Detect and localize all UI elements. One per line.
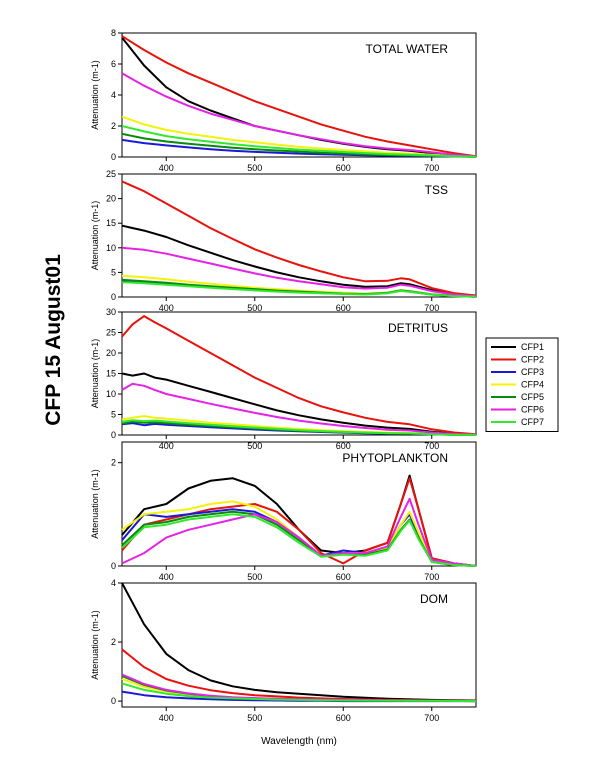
x-tick-label: 500 (247, 303, 262, 313)
x-axis-label: Wavelength (nm) (261, 736, 337, 747)
series-line-cfp2 (121, 315, 477, 436)
series-line-cfp6 (121, 382, 477, 436)
x-tick-label: 600 (336, 163, 351, 173)
series-line-cfp6 (121, 497, 477, 567)
series-line-cfp7 (121, 419, 477, 436)
y-tick-label: 0 (111, 696, 116, 706)
y-tick-label: 5 (111, 267, 116, 277)
legend: CFP1 CFP2 CFP3 CFP4 CFP5 CFP6 CFP7 (485, 337, 559, 432)
x-tick-label: 500 (247, 441, 262, 451)
x-tick-label: 500 (247, 713, 262, 723)
legend-label-cfp5: CFP5 (521, 392, 544, 402)
x-tick-label: 700 (424, 572, 439, 582)
x-tick-label: 700 (424, 441, 439, 451)
y-tick-label: 30 (106, 307, 116, 317)
legend-label-cfp4: CFP4 (521, 380, 544, 390)
legend-label-cfp1: CFP1 (521, 342, 544, 352)
x-tick-label: 600 (336, 713, 351, 723)
y-axis-label: Attenuation (m-1) (90, 201, 100, 271)
x-tick-label: 600 (336, 441, 351, 451)
y-axis-label: Attenuation (m-1) (90, 60, 100, 130)
y-tick-label: 0 (111, 292, 116, 302)
y-tick-label: 6 (111, 59, 116, 69)
y-tick-label: 0 (111, 152, 116, 162)
figure-title: CFP 15 August01 (42, 254, 65, 426)
series-line-cfp7 (121, 513, 477, 567)
series-line-cfp7 (121, 125, 477, 158)
panel-title: TSS (425, 183, 448, 197)
plot-frame (121, 441, 477, 567)
y-tick-label: 4 (111, 90, 116, 100)
panel-dom: 0 2 4 400 500 600 700 DOM Attenuation (m-1) (90, 578, 477, 723)
x-tick-label: 700 (424, 713, 439, 723)
y-tick-label: 20 (106, 194, 116, 204)
series-line-cfp6 (121, 246, 477, 298)
series-line-cfp7 (121, 281, 477, 298)
panel-detritus: 0 5 10 15 20 25 30 400 500 600 700 DETRITUS Attenuat… (90, 307, 477, 451)
series-line-cfp7 (121, 682, 477, 703)
legend-label-cfp2: CFP2 (521, 355, 544, 365)
legend-label-cfp3: CFP3 (521, 367, 544, 377)
series-line-cfp1 (121, 372, 477, 436)
series-line-cfp1 (121, 582, 477, 702)
y-tick-label: 2 (111, 121, 116, 131)
plot-frame (121, 582, 477, 708)
y-tick-label: 25 (106, 328, 116, 338)
x-tick-label: 600 (336, 303, 351, 313)
series-line-cfp6 (121, 72, 477, 158)
panel-title: DETRITUS (388, 321, 448, 335)
series-line-cfp2 (121, 180, 477, 297)
y-tick-label: 20 (106, 348, 116, 358)
y-tick-label: 4 (111, 578, 116, 588)
y-tick-label: 10 (106, 389, 116, 399)
x-tick-label: 700 (424, 163, 439, 173)
y-tick-label: 2 (111, 458, 116, 468)
x-tick-label: 400 (159, 303, 174, 313)
y-tick-label: 8 (111, 28, 116, 38)
x-tick-label: 600 (336, 572, 351, 582)
panel-total-water: 0 2 4 6 8 400 500 600 700 TOTAL WATER Attenuation … (90, 28, 477, 173)
x-tick-label: 400 (159, 713, 174, 723)
y-tick-label: 5 (111, 410, 116, 420)
y-axis-label: Attenuation (m-1) (90, 469, 100, 539)
y-tick-label: 25 (106, 169, 116, 179)
x-tick-label: 400 (159, 441, 174, 451)
y-axis-label: Attenuation (m-1) (90, 339, 100, 409)
series-line-cfp1 (121, 224, 477, 297)
y-tick-label: 0 (111, 430, 116, 440)
y-tick-label: 15 (106, 218, 116, 228)
legend-label-cfp7: CFP7 (521, 417, 544, 427)
y-axis-label: Attenuation (m-1) (90, 610, 100, 680)
series-line-cfp2 (121, 35, 477, 158)
panel-tss: 0 5 10 15 20 25 400 500 600 700 TSS Attenuation (m-… (90, 169, 477, 313)
legend-label-cfp6: CFP6 (521, 405, 544, 415)
y-tick-label: 0 (111, 561, 116, 571)
x-tick-label: 500 (247, 163, 262, 173)
y-tick-label: 2 (111, 637, 116, 647)
x-tick-label: 400 (159, 572, 174, 582)
plot-frame (121, 173, 477, 298)
panel-title: DOM (420, 592, 448, 606)
x-tick-label: 700 (424, 303, 439, 313)
panel-title: PHYTOPLANKTON (342, 451, 448, 465)
x-tick-label: 400 (159, 163, 174, 173)
x-tick-label: 500 (247, 572, 262, 582)
y-tick-label: 15 (106, 369, 116, 379)
y-tick-label: 10 (106, 243, 116, 253)
panel-title: TOTAL WATER (366, 42, 449, 56)
